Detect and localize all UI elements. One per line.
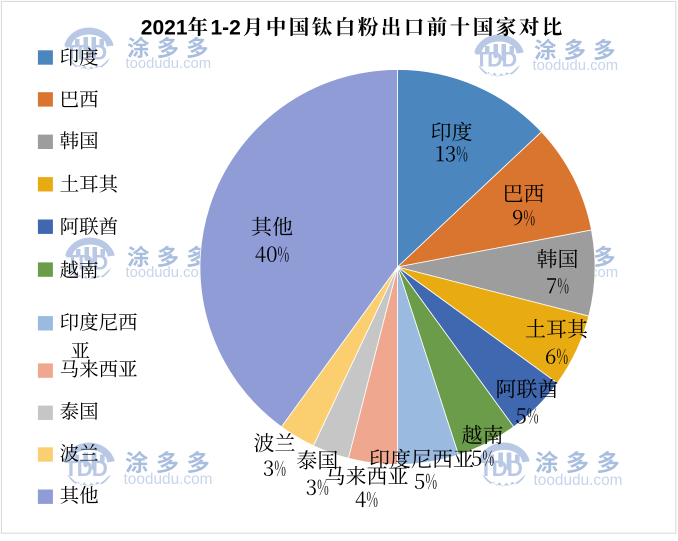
svg-text:TDD: TDD <box>479 456 523 481</box>
svg-text:2021: 2021 <box>141 16 188 39</box>
svg-text:TDD: TDD <box>65 41 107 65</box>
svg-text:toodudu.com: toodudu.com <box>534 472 623 489</box>
svg-text:toodudu.com: toodudu.com <box>124 471 213 488</box>
svg-text:toodudu.com: toodudu.com <box>126 56 212 72</box>
svg-text:TDD: TDD <box>475 48 517 72</box>
svg-text:toodudu.com: toodudu.com <box>533 58 619 74</box>
svg-text:toodudu.com: toodudu.com <box>126 265 212 281</box>
svg-text:1-2: 1-2 <box>211 16 241 39</box>
